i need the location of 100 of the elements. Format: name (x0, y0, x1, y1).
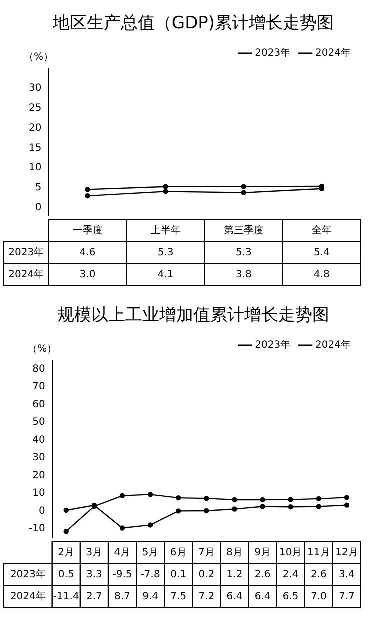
y-tick-label: 60 (32, 399, 46, 410)
y-axis-title: （%） (28, 344, 58, 355)
data-label: 0.1 (170, 570, 187, 581)
data-label: 6.4 (226, 592, 243, 603)
point (316, 504, 322, 510)
data-label: 3.3 (86, 570, 102, 581)
data-label: 7.0 (310, 592, 327, 603)
legend-label: 2023年 (255, 46, 291, 59)
y-tick-label: 25 (28, 102, 42, 114)
text: 2024年 (10, 592, 46, 603)
data-label: 3.8 (236, 270, 252, 281)
point (163, 184, 168, 190)
data-label: 6.5 (282, 592, 299, 603)
x-tick-label: 12月 (336, 548, 358, 559)
data-label: 8.7 (114, 592, 130, 603)
data-label: 4.1 (158, 270, 174, 281)
data-label: -9.5 (112, 570, 132, 581)
data-label: 2.4 (282, 570, 299, 581)
point (163, 189, 168, 194)
text: 2023年 (8, 248, 44, 259)
data-label: 3.4 (339, 570, 355, 581)
data-label: 6.4 (254, 592, 271, 603)
x-tick-label: 第三季度 (224, 224, 264, 237)
x-tick-label: 5月 (142, 548, 159, 559)
x-tick-label: 全年 (312, 224, 332, 237)
point (148, 492, 154, 498)
legend-label: 2024年 (316, 338, 352, 351)
point (204, 508, 210, 514)
x-tick-label: 7月 (198, 548, 215, 559)
x-tick-label: 2月 (58, 548, 75, 559)
point (176, 495, 182, 501)
x-tick-label: 6月 (170, 548, 187, 559)
x-tick-label: 10月 (279, 548, 302, 559)
y-tick-label: 80 (32, 364, 46, 375)
point (288, 497, 294, 502)
data-label: -7.8 (140, 570, 160, 581)
x-tick-label: 9月 (254, 548, 271, 559)
data-label: 4.6 (80, 248, 96, 259)
legend-label: 2024年 (316, 46, 352, 59)
y-tick-label: 20 (32, 470, 46, 482)
y-tick-label: 40 (32, 434, 46, 446)
y-tick-label: -10 (28, 524, 46, 535)
y-tick-label: 50 (32, 417, 46, 428)
point (260, 497, 266, 503)
y-axis-title: （%） (24, 52, 54, 63)
point (232, 506, 238, 512)
point (64, 529, 69, 534)
text: 2023年 (10, 570, 46, 581)
x-tick-label: 11月 (308, 548, 330, 559)
y-tick-label: 0 (35, 202, 42, 214)
point (316, 496, 322, 502)
data-label: 7.7 (339, 592, 355, 603)
point (344, 495, 350, 500)
data-label: 0.5 (58, 570, 74, 581)
data-label: 3.0 (80, 270, 96, 281)
point (148, 522, 154, 528)
y-tick-label: 30 (32, 452, 46, 464)
point (260, 504, 266, 510)
data-label: 7.5 (170, 592, 187, 603)
data-label: -11.4 (53, 592, 80, 603)
chart-title: 规模以上工业增加值累计增长走势图 (58, 306, 330, 326)
data-label: 2.7 (86, 592, 102, 603)
data-label: 5.3 (236, 248, 252, 259)
point (241, 190, 246, 196)
point (288, 504, 294, 510)
x-tick-label: 8月 (226, 548, 243, 559)
y-tick-label: 0 (38, 506, 46, 517)
x-tick-label: 4月 (114, 548, 131, 559)
x-tick-label: 上半年 (150, 224, 181, 237)
point (85, 193, 90, 199)
point (241, 184, 246, 190)
text: 2024年 (8, 270, 44, 281)
data-label: 5.4 (314, 248, 330, 259)
point (85, 187, 90, 192)
y-tick-label: 70 (32, 382, 46, 393)
y-tick-label: 30 (28, 82, 42, 94)
point (232, 497, 238, 503)
point (120, 526, 126, 531)
y-tick-label: 5 (35, 182, 42, 194)
y-tick-label: 10 (28, 162, 42, 174)
point (64, 508, 69, 514)
y-tick-label: 10 (32, 488, 46, 500)
x-tick-label: 一季度 (72, 224, 103, 237)
x-tick-label: 3月 (86, 548, 103, 559)
data-label: 5.3 (158, 248, 174, 259)
point (120, 493, 126, 499)
data-label: 7.2 (198, 592, 215, 603)
point (204, 496, 210, 502)
y-tick-label: 15 (28, 142, 42, 154)
data-label: 9.4 (142, 592, 158, 603)
data-label: 0.2 (198, 570, 215, 581)
data-label: 2.6 (310, 570, 327, 581)
chart-title: 地区生产总值（GDP)累计增长走势图 (52, 14, 334, 34)
data-label: 1.2 (226, 570, 243, 581)
data-label: 4.8 (314, 270, 330, 281)
point (344, 502, 350, 508)
legend-label: 2023年 (255, 338, 291, 351)
data-label: 2.6 (254, 570, 271, 581)
y-tick-label: 20 (28, 122, 42, 134)
point (176, 508, 182, 514)
